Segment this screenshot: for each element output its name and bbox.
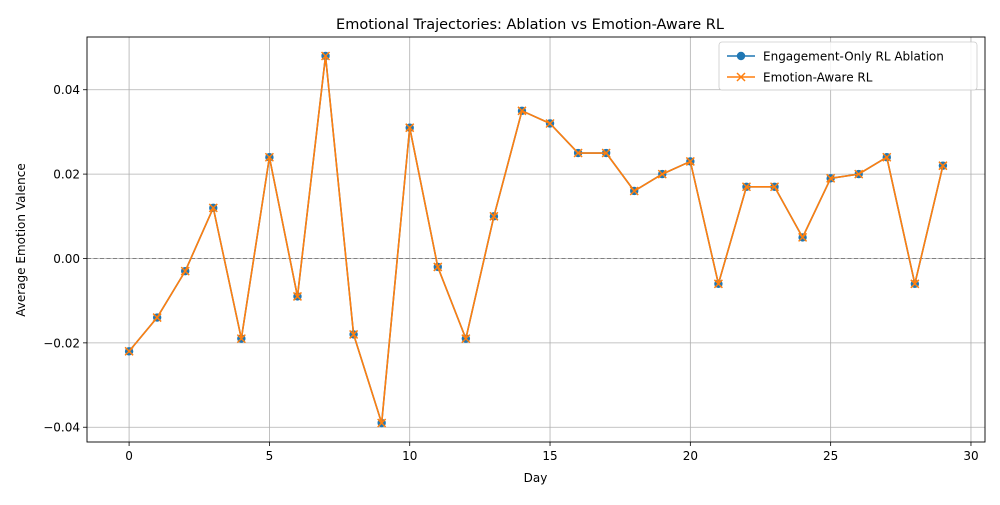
data-point <box>124 346 134 356</box>
data-point <box>657 169 667 179</box>
data-point <box>321 51 331 61</box>
data-point <box>152 313 162 323</box>
y-tick-label: 0.00 <box>53 252 80 266</box>
data-point <box>601 148 611 158</box>
y-tick-label: −0.02 <box>43 336 80 350</box>
legend-marker <box>736 72 746 82</box>
data-point <box>405 123 415 133</box>
y-tick-label: 0.04 <box>53 83 80 97</box>
y-axis-label: Average Emotion Valence <box>14 163 28 316</box>
y-axis-ticks: −0.04 −0.02 0.00 0.02 0.04 <box>43 83 87 435</box>
data-point <box>208 203 218 213</box>
legend-label: Emotion-Aware RL <box>763 71 873 85</box>
data-point <box>517 106 527 116</box>
series-2 <box>124 51 948 428</box>
x-axis-ticks: 0 5 10 15 20 25 30 <box>125 442 979 463</box>
data-point <box>433 262 443 272</box>
data-point <box>798 232 808 242</box>
data-point <box>770 182 780 192</box>
data-point <box>573 148 583 158</box>
legend-marker <box>736 51 746 61</box>
legend: Engagement-Only RL Ablation Emotion-Aware… <box>718 41 978 91</box>
x-tick-label: 25 <box>823 449 838 463</box>
data-point <box>545 118 555 129</box>
chart-title: Emotional Trajectories: Ablation vs Emot… <box>336 17 724 33</box>
x-tick-label: 5 <box>266 449 274 463</box>
data-point <box>489 211 499 221</box>
data-point <box>882 152 892 162</box>
x-tick-label: 20 <box>683 449 698 463</box>
data-point <box>264 152 274 162</box>
data-point <box>826 173 836 183</box>
plot-frame <box>86 36 986 443</box>
data-point <box>377 418 387 428</box>
series-layer <box>124 51 948 428</box>
legend-label: Engagement-Only RL Ablation <box>763 50 944 64</box>
data-point <box>713 279 723 289</box>
data-point <box>180 266 190 276</box>
x-tick-label: 30 <box>963 449 978 463</box>
x-tick-label: 0 <box>125 449 133 463</box>
data-point <box>854 169 864 179</box>
data-point <box>236 334 246 344</box>
y-tick-label: 0.02 <box>53 168 80 182</box>
data-point <box>938 161 948 171</box>
data-point <box>629 186 639 196</box>
data-point <box>292 291 302 301</box>
data-point <box>741 182 751 192</box>
x-axis-label: Day <box>524 471 548 485</box>
data-point <box>685 156 695 166</box>
data-point <box>461 334 471 344</box>
x-tick-label: 10 <box>402 449 417 463</box>
x-tick-label: 15 <box>542 449 557 463</box>
data-point <box>910 279 920 289</box>
y-tick-label: −0.04 <box>43 421 80 435</box>
legend-box <box>718 41 978 91</box>
data-point <box>349 329 359 339</box>
series-line <box>128 55 944 424</box>
